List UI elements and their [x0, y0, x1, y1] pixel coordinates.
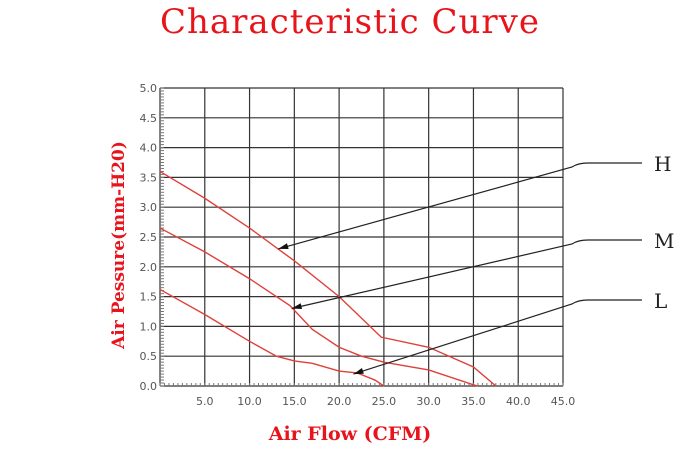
- y-tick-label: 2.0: [140, 261, 158, 274]
- y-tick-label: 1.0: [140, 320, 158, 333]
- x-tick-label: 25.0: [372, 395, 397, 408]
- x-tick-label: 5.0: [196, 395, 214, 408]
- callout-label-H: H: [654, 152, 671, 176]
- y-tick-label: 3.5: [140, 171, 158, 184]
- x-tick-label: 35.0: [461, 395, 486, 408]
- y-tick-label: 4.0: [140, 142, 158, 155]
- y-tick-label: 2.5: [140, 231, 158, 244]
- callout-label-L: L: [654, 289, 667, 313]
- x-axis-label: Air Flow (CFM): [268, 423, 432, 445]
- callout-arrow-M: [291, 303, 303, 310]
- callout-line-L: [353, 299, 642, 375]
- x-tick-label: 45.0: [551, 395, 576, 408]
- y-axis-label: Air Pessure(mm-H20): [109, 141, 129, 350]
- y-tick-label: 4.5: [140, 112, 158, 125]
- callout-line-M: [291, 239, 642, 310]
- y-tick-label: 0.0: [140, 380, 158, 393]
- y-tick-label: 1.5: [140, 291, 158, 304]
- callout-arrow-L: [353, 368, 364, 375]
- y-tick-label: 3.0: [140, 201, 158, 214]
- x-tick-label: 30.0: [416, 395, 441, 408]
- x-tick-label: 15.0: [282, 395, 307, 408]
- x-tick-label: 20.0: [327, 395, 352, 408]
- x-tick-label: 10.0: [237, 395, 262, 408]
- y-tick-label: 0.5: [140, 350, 158, 363]
- series-line-M: [159, 227, 479, 387]
- callout-line-H: [278, 162, 642, 250]
- chart-title: Characteristic Curve: [160, 2, 540, 42]
- series-line-L: [159, 288, 385, 387]
- x-tick-label: 40.0: [506, 395, 531, 408]
- y-tick-label: 5.0: [140, 82, 158, 95]
- callout-label-M: M: [654, 229, 674, 253]
- callout-arrow-H: [278, 243, 289, 249]
- series-line-H: [159, 170, 497, 387]
